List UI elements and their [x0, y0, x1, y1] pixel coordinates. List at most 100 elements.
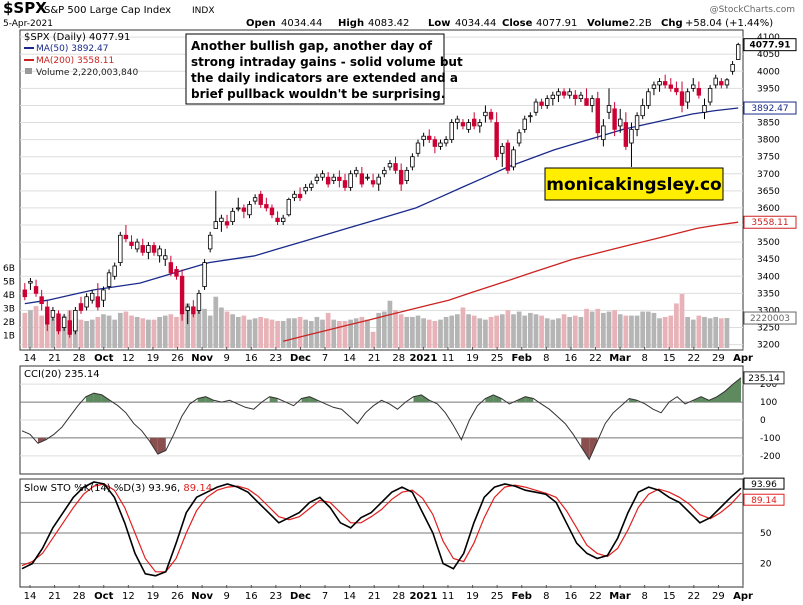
sto-x-label: 28: [392, 591, 405, 602]
candle-body: [84, 296, 89, 308]
stockcharts-watermark: @StockCharts.com: [710, 5, 795, 15]
candle-body: [735, 44, 741, 60]
volume-bar: [112, 319, 118, 348]
ma50-tag: 3892.47: [751, 104, 788, 114]
candle-body: [118, 234, 123, 263]
volume-bar: [78, 319, 84, 348]
volume-bar: [499, 314, 505, 348]
close-value: 4077.91: [536, 18, 577, 29]
volume-bar: [690, 319, 696, 348]
candle-body: [252, 197, 258, 202]
candle-body: [258, 193, 263, 205]
brand-box: [544, 167, 724, 201]
volume-bar: [578, 316, 584, 348]
volume-tick-label: 4B: [3, 291, 15, 301]
candle-body: [67, 320, 72, 335]
price-x-label: 22: [687, 353, 700, 364]
volume-bar: [280, 321, 286, 348]
annotation: Another bullish gap, another day of stro…: [185, 33, 463, 105]
price-x-label: 14: [24, 353, 37, 364]
volume-bar: [331, 319, 337, 348]
candle-body: [168, 262, 174, 274]
candlesticks: [22, 42, 741, 338]
cci-tick-label: -200: [760, 452, 781, 462]
chart-date: 5-Apr-2021: [3, 19, 53, 29]
price-x-label: 7: [322, 353, 328, 364]
candle-body: [191, 306, 196, 315]
volume-bar: [393, 310, 398, 348]
volume-bar: [640, 311, 646, 348]
sto-d-line: [21, 483, 742, 573]
volume-bar: [449, 315, 455, 348]
candle-body: [500, 146, 505, 154]
volume-bar: [657, 318, 662, 348]
volume-bar: [365, 319, 370, 348]
sto-x-label: 11: [442, 591, 455, 602]
volume-tag-box: [743, 311, 797, 325]
candle-body: [398, 169, 404, 185]
volume-bar: [381, 311, 387, 348]
candle-body: [95, 296, 101, 308]
volume-bar: [421, 318, 426, 348]
volume-bar: [224, 311, 230, 348]
volume-bar: [572, 315, 578, 348]
price-tick-label: 3450: [757, 255, 780, 265]
candle-body: [292, 193, 297, 199]
candle-body: [269, 207, 275, 216]
sto-k-tag: 93.96: [751, 480, 777, 490]
ticker-symbol: $SPX: [3, 0, 47, 17]
price-tick-label: 3700: [757, 170, 780, 180]
volume-tick-label: 6B: [3, 264, 15, 274]
cci-overbought-fill: [733, 377, 741, 403]
candle-body: [691, 84, 696, 89]
candle-body: [337, 176, 342, 182]
volume-bar: [454, 314, 460, 348]
chg-value: +58.04 (+1.44%): [685, 18, 773, 29]
candle-body: [179, 275, 185, 315]
price-x-label: Apr: [733, 353, 753, 364]
volume-bar: [179, 312, 185, 348]
sto-x-label: 15: [663, 591, 676, 602]
price-x-label: 22: [589, 353, 602, 364]
volume-bar: [511, 314, 516, 348]
volume-bar: [707, 318, 713, 348]
volume-bar: [185, 303, 191, 348]
price-x-label: Dec: [290, 353, 311, 364]
price-x-label: 16: [565, 353, 578, 364]
sto-x-label: 8: [641, 591, 647, 602]
price-x-label: 2021: [409, 353, 437, 364]
volume-bar: [117, 312, 123, 348]
price-x-label: 28: [392, 353, 405, 364]
legend-price: $SPX (Daily) 4077.91: [24, 32, 130, 43]
candle-body: [101, 289, 106, 301]
candle-body: [28, 280, 33, 284]
volume-bar: [174, 316, 179, 348]
candle-body: [528, 115, 533, 118]
exchange: INDX: [192, 6, 214, 16]
index-name: S&P 500 Large Cap Index: [44, 5, 171, 16]
cci-tick-label: -100: [760, 434, 781, 444]
candle-body: [634, 115, 640, 130]
candle-body: [696, 87, 702, 96]
price-panel: [19, 29, 744, 351]
candle-body: [22, 289, 28, 298]
volume-tick-label: 2B: [3, 318, 15, 328]
price-x-label: 19: [466, 353, 479, 364]
ma200-line: [283, 221, 739, 342]
price-x-label: 12: [122, 353, 135, 364]
candle-body: [685, 91, 690, 103]
candle-body: [618, 118, 623, 127]
volume-bar: [544, 318, 550, 348]
price-tick-label: 3650: [757, 187, 780, 197]
volume-bar: [258, 316, 264, 348]
sto-x-label: 23: [269, 591, 282, 602]
volume-bar: [129, 315, 134, 348]
sto-x-label: 12: [122, 591, 135, 602]
candle-body: [56, 313, 61, 332]
price-x-label: 8: [641, 353, 647, 364]
sto-x-label: 26: [171, 591, 184, 602]
sto-x-label: 19: [466, 591, 479, 602]
sto-x-label: 16: [245, 591, 258, 602]
sto-x-label: 14: [24, 591, 37, 602]
